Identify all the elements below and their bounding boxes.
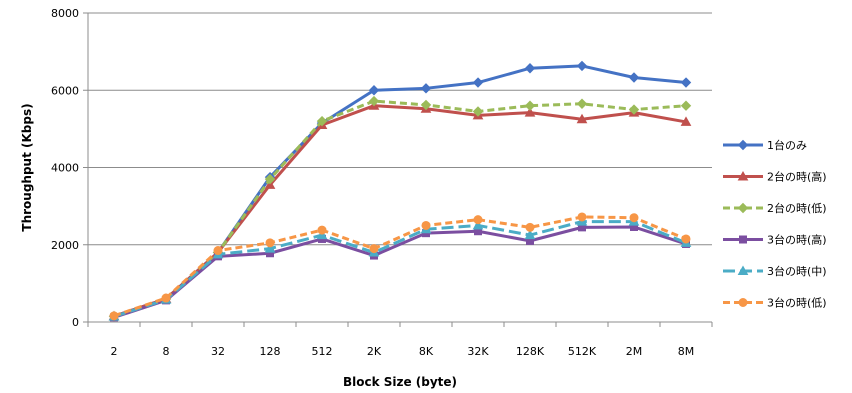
data-point — [628, 72, 640, 83]
series-3 — [108, 95, 692, 322]
x-tick-label: 32 — [211, 345, 225, 358]
data-point — [680, 77, 692, 88]
legend-marker — [737, 202, 749, 214]
legend-entry-1: 1台のみ — [723, 138, 807, 152]
data-point — [369, 244, 379, 254]
legend-marker — [737, 170, 749, 181]
legend-marker — [739, 235, 747, 244]
data-point — [473, 215, 483, 225]
x-tick-label: 8M — [678, 345, 695, 358]
series-line — [113, 215, 687, 318]
y-axis-title: Throughput (Kbps) — [20, 103, 34, 231]
legend: 1台のみ 2台の時(高) 2台の時(低) 3台の時(高) 3台の時(中) 3台の時(低) — [723, 138, 827, 310]
legend-label: 3台の時(中) — [767, 264, 827, 278]
series-5 — [108, 216, 692, 321]
data-point — [316, 229, 328, 240]
data-point — [524, 63, 536, 74]
x-tick-label: 2K — [367, 345, 382, 358]
data-point — [681, 234, 691, 244]
data-point — [525, 222, 535, 232]
axes — [83, 12, 713, 327]
series-line — [113, 220, 687, 319]
data-point — [628, 104, 640, 115]
data-point — [109, 311, 119, 321]
series-1 — [108, 60, 692, 322]
data-point — [524, 229, 536, 240]
series-2 — [108, 100, 692, 321]
data-point — [264, 173, 276, 185]
x-tick-label: 2 — [111, 345, 118, 358]
data-point — [576, 98, 588, 109]
data-point — [368, 85, 380, 96]
x-tick-label: 128K — [516, 345, 545, 358]
legend-entry-4: 3台の時(高) — [723, 233, 827, 247]
series-lines — [108, 60, 692, 322]
legend-marker — [738, 298, 748, 307]
data-point — [524, 107, 536, 117]
data-point — [213, 246, 223, 256]
series-line — [113, 104, 687, 318]
x-tick-label: 128 — [260, 345, 281, 358]
data-point — [680, 100, 692, 111]
data-point — [265, 238, 275, 248]
data-point — [472, 77, 484, 88]
data-point — [161, 293, 171, 303]
data-point — [577, 212, 587, 222]
legend-marker — [737, 139, 749, 151]
series-line — [113, 99, 687, 318]
data-point — [629, 213, 639, 223]
data-point — [420, 83, 432, 94]
legend-entry-2: 2台の時(高) — [723, 170, 827, 184]
legend-label: 2台の時(高) — [767, 170, 827, 184]
x-tick-label: 512 — [312, 345, 333, 358]
data-point — [264, 179, 276, 189]
data-point — [421, 220, 431, 230]
data-point — [317, 225, 327, 235]
data-point — [264, 243, 276, 253]
data-point — [680, 116, 692, 126]
legend-label: 2台の時(低) — [767, 201, 827, 215]
y-tick-label: 8000 — [51, 7, 79, 20]
x-tick-label: 512K — [568, 345, 597, 358]
legend-marker — [737, 265, 749, 275]
legend-entry-5: 3台の時(中) — [723, 264, 827, 278]
series-6 — [109, 212, 691, 321]
legend-label: 1台のみ — [767, 138, 807, 152]
y-tick-label: 2000 — [51, 239, 79, 252]
data-point — [472, 219, 484, 230]
data-point — [524, 100, 536, 111]
data-point — [420, 99, 432, 111]
gridlines — [88, 12, 712, 246]
data-point — [576, 113, 588, 124]
x-tick-label: 32K — [467, 345, 489, 358]
data-point — [316, 115, 328, 127]
legend-label: 3台の時(低) — [767, 296, 827, 310]
data-point — [472, 106, 484, 117]
x-tick-label: 8 — [163, 345, 170, 358]
data-point — [368, 95, 380, 107]
x-tick-label: 2M — [626, 345, 643, 358]
x-tick-label: 8K — [419, 345, 434, 358]
x-axis-title: Block Size (byte) — [343, 375, 457, 389]
x-tick-labels: 2 8 32 128 512 2K 8K 32K 128K 512K 2M 8M — [111, 345, 695, 358]
y-tick-labels: 0 2000 4000 6000 8000 — [51, 7, 79, 329]
legend-entry-3: 2台の時(低) — [723, 201, 827, 215]
data-point — [576, 60, 588, 72]
y-tick-label: 6000 — [51, 84, 79, 97]
y-tick-label: 0 — [72, 316, 79, 329]
legend-entry-6: 3台の時(低) — [723, 296, 827, 310]
legend-label: 3台の時(高) — [767, 233, 827, 247]
y-tick-label: 4000 — [51, 162, 79, 175]
